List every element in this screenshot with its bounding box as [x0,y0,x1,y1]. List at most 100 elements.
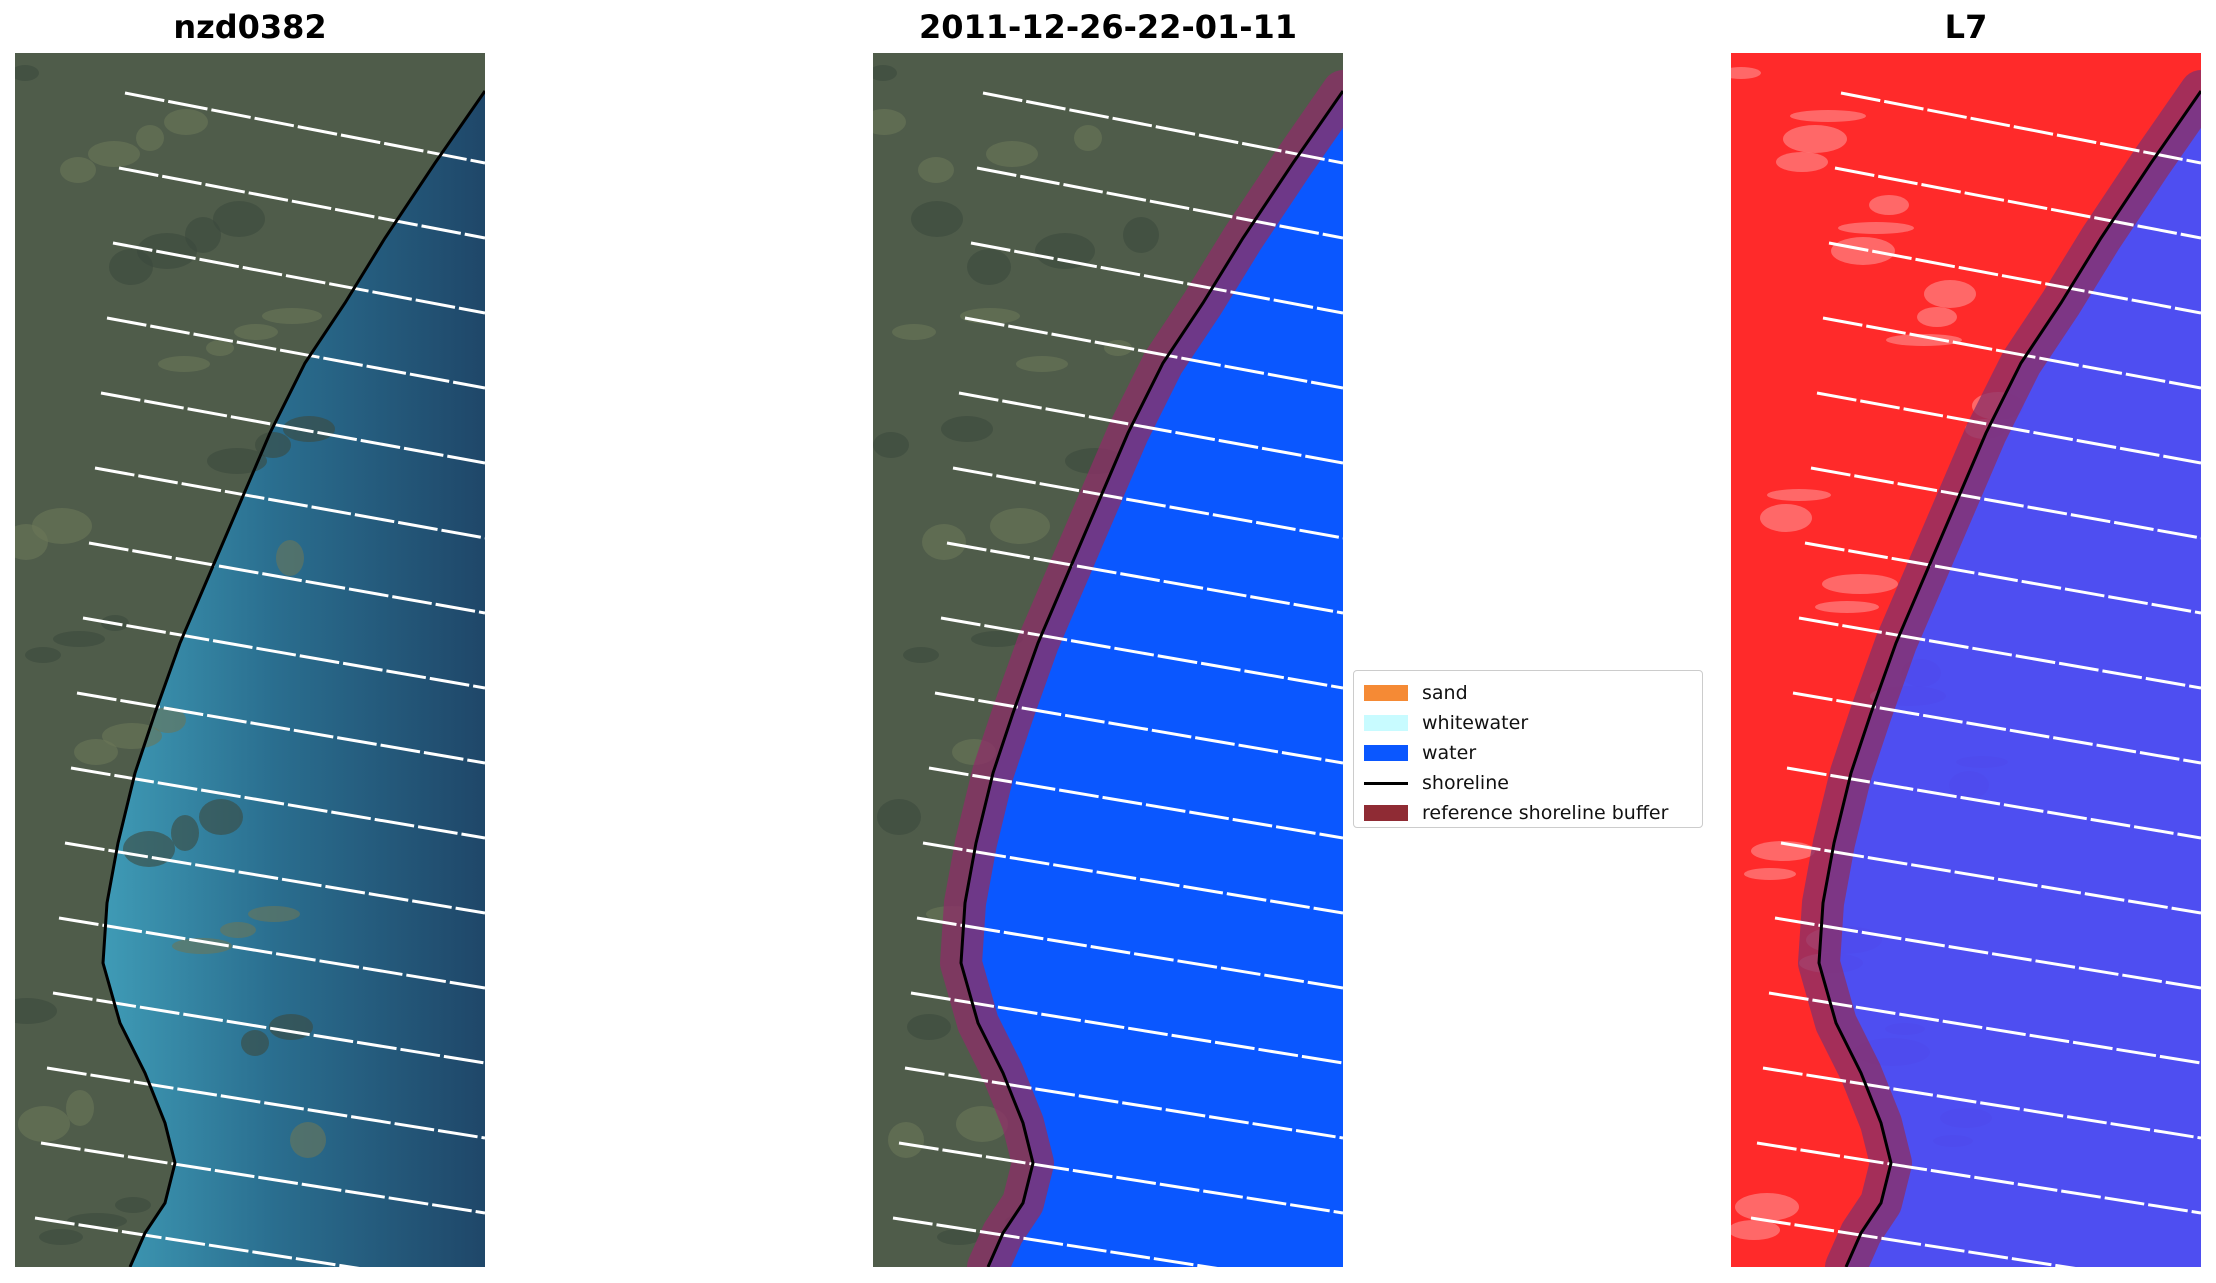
terrain-texture [873,109,906,135]
index-image-panel [1731,53,2201,1267]
water-index-image [1731,53,2201,1267]
terrain-texture [241,1030,269,1056]
terrain-texture [922,524,966,560]
legend-label: whitewater [1422,712,1529,734]
terrain-texture [255,432,291,458]
terrain-texture [1731,1220,1780,1240]
terrain-texture [918,157,954,183]
legend-item-sand: sand [1364,678,1692,708]
index-transect-6 [1810,466,2201,540]
terrain-texture [213,201,265,237]
rgb-transect-7 [88,541,485,615]
class-transect-10 [928,766,1343,840]
terrain-texture [873,432,909,458]
terrain-texture [911,201,963,237]
terrain-texture [32,508,92,544]
rgb-transect-14 [46,1066,485,1140]
rgb-transect-10 [70,766,485,840]
terrain-texture [888,1122,924,1158]
terrain-texture [892,324,936,340]
terrain-texture [1838,222,1914,234]
index-transect-15 [1756,1141,2201,1215]
water-class-area [961,53,1343,1267]
terrain-texture [1744,868,1796,880]
terrain-texture [1074,125,1102,151]
land-area [873,53,1343,1267]
class-transect-9 [934,691,1343,765]
terrain-texture [115,1197,151,1213]
terrain-texture [1776,152,1828,172]
legend-item-water: water [1364,738,1692,768]
class-transect-7 [946,541,1343,615]
terrain-texture [907,1014,951,1040]
terrain-texture [1869,195,1909,215]
index-transect-16 [1750,1216,2076,1267]
shoreline-line [959,90,1343,1267]
terrain-texture [290,1122,326,1158]
terrain-texture [53,631,105,647]
terrain-texture [123,831,175,867]
terrain-texture [1815,601,1879,613]
terrain-texture [1831,237,1895,265]
legend-label: reference shoreline buffer [1422,802,1669,824]
rgb-transect-6 [94,466,485,540]
terrain-texture [74,739,118,765]
legend-item-shoreline: shoreline [1364,768,1692,798]
legend-item-buffer: reference shoreline buffer [1364,798,1692,828]
legend-label: sand [1422,682,1468,704]
terrain-texture [1886,334,1962,346]
shoreline-line [101,90,485,1267]
index-transect-9 [1792,691,2201,765]
classified-image-panel [873,53,1343,1267]
rgb-transect-3 [112,241,485,315]
sand-swatch [1364,685,1408,701]
rgb-transect-5 [100,391,485,465]
class-transect-2 [976,166,1343,240]
terrain-texture [171,815,199,851]
rgb-transect-16 [34,1216,360,1267]
legend-label: water [1422,742,1477,764]
terrain-texture [25,647,61,663]
terrain-texture [248,906,300,922]
index-transect-2 [1834,166,2201,240]
ocean-area [103,53,485,1267]
terrain-texture [150,707,186,733]
class-transect-16 [892,1216,1218,1267]
terrain-texture [137,233,197,269]
index-transect-3 [1828,241,2201,315]
rgb-image-panel [15,53,485,1267]
rgb-transect-9 [76,691,485,765]
legend-item-whitewater: whitewater [1364,708,1692,738]
class-transect-14 [904,1066,1343,1140]
shoreline-swatch [1364,781,1408,785]
terrain-texture [956,1106,1008,1142]
terrain-texture [1767,489,1831,501]
terrain-texture [88,141,140,167]
terrain-texture [185,217,221,253]
terrain-texture [276,540,304,576]
terrain-texture [1016,356,1068,372]
rgb-transect-1 [124,91,485,165]
terrain-texture [1783,125,1847,153]
terrain-texture [1760,504,1812,532]
rgb-transect-8 [82,616,485,690]
terrain-texture [1917,307,1957,327]
class-transect-4 [964,316,1343,390]
terrain-texture [18,1106,70,1142]
rgb-transect-11 [64,841,485,915]
terrain-texture [1790,110,1866,122]
water-index-area [1819,53,2201,1267]
class-transect-8 [940,616,1343,690]
panel-title-sensor: L7 [1944,8,1988,46]
terrain-texture [234,324,278,340]
terrain-texture [937,1229,981,1245]
terrain-texture [39,1229,83,1245]
terrain-texture [1735,1193,1799,1221]
class-transect-11 [922,841,1343,915]
whitewater-swatch [1364,715,1408,731]
terrain-texture [220,922,256,938]
index-transect-14 [1762,1066,2201,1140]
terrain-texture [15,65,39,81]
terrain-texture [941,416,993,442]
class-transect-3 [970,241,1343,315]
